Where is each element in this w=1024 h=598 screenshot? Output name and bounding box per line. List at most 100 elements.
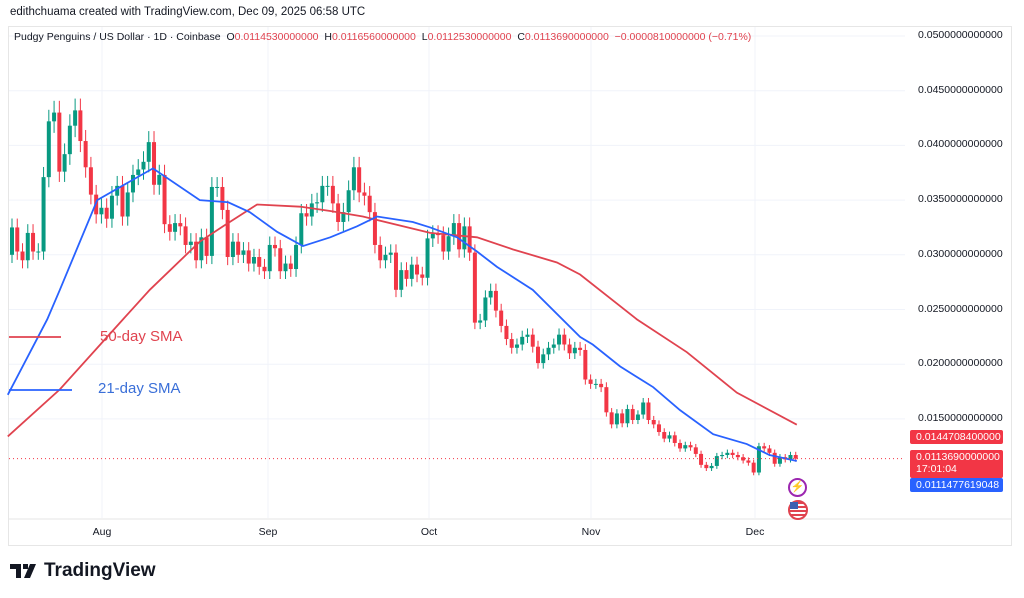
candle-body [393,252,398,290]
candle-body [320,185,325,203]
candle-body [351,167,356,191]
candle-body [688,445,693,448]
candle-body [257,256,262,267]
bar-countdown: 17:01:04 [916,463,957,475]
candle-body [157,174,162,185]
candle-body [220,186,225,210]
candle-body [162,174,167,225]
candle-body [120,185,125,217]
candle-body [294,244,299,270]
candle-body [246,250,251,264]
candle-body [88,167,93,195]
candle-body [604,387,609,413]
candle-body [767,448,772,453]
low-value: 0.0112530000000 [427,31,512,43]
candle-body [178,223,183,227]
open-label: O [226,31,235,43]
candle-body [620,413,625,424]
symbol-name[interactable]: Pudgy Penguins / US Dollar · 1D · Coinba… [14,31,221,43]
candle-body [299,213,304,245]
candle-body [209,186,214,256]
candle-body [709,465,714,469]
candle-body [483,297,488,321]
candle-body [194,241,199,261]
price-tick-label: 0.0300000000000 [918,247,1003,260]
candle-body [467,226,472,253]
candle-body [536,346,540,364]
time-tick-label: Sep [258,526,278,538]
candle-body [367,195,372,213]
candle-body [741,457,746,461]
candle-body [41,177,46,252]
tradingview-logo[interactable]: TradingView [10,560,156,582]
open-value: 0.0114530000000 [234,31,319,43]
candle-body [173,223,178,232]
candle-body [546,347,551,355]
chart-credit: edithchuama created with TradingView.com… [10,6,366,18]
candle-body [325,185,330,187]
candle-body [557,334,562,345]
candle-body [646,402,651,420]
candle-body [330,185,335,204]
high-label: H [324,31,332,43]
candle-body [641,402,646,415]
candle-body [15,227,20,252]
candle-body [530,334,535,347]
candle-body [635,414,640,420]
candle-body [441,235,446,252]
time-tick-label: Oct [420,526,438,538]
candle-body [10,227,14,255]
candle-body [520,336,525,345]
candle-body [225,209,230,257]
candle-body [567,344,572,354]
candle-body [199,237,204,261]
candle-body [446,236,451,252]
candle-body [478,320,483,323]
price-tick-label: 0.0350000000000 [918,193,1003,206]
candle-body [25,232,30,261]
lightning-icon[interactable]: ⚡ [788,478,807,497]
candle-body [472,252,477,323]
candle-body [588,379,593,384]
candle-body [651,419,656,425]
candle-body [83,141,88,168]
candle-body [488,290,493,298]
candle-body [725,452,730,456]
candle-body [409,264,414,279]
candle-body [20,251,25,261]
candle-body [388,252,393,255]
price-tick-label: 0.0400000000000 [918,138,1003,151]
candle-body [146,142,151,162]
candle-body [667,435,672,439]
last-price-tag: 0.0113690000000 17:01:04 [910,450,1003,478]
candle-body [625,409,630,424]
candle-body [273,244,277,249]
candle-body [662,432,667,439]
logo-text: TradingView [44,560,156,581]
candle-body [551,344,556,348]
candle-body [793,455,798,459]
sma50-line [7,203,798,438]
candle-body [693,447,698,454]
candle-body [278,248,283,272]
candle-body [746,460,751,463]
candle-body [630,409,635,420]
candle-body [251,256,256,264]
candle-body [593,383,598,385]
candle-body [130,174,135,193]
candle-body [346,190,351,213]
candle-body [183,226,188,245]
candle-body [420,274,425,278]
sma21-label: 21-day SMA [98,380,181,397]
candle-body [46,121,51,178]
sma50-label: 50-day SMA [100,328,183,345]
us-flag-icon[interactable] [788,500,808,520]
candle-body [509,339,514,348]
candle-body [451,223,456,237]
candle-body [99,207,104,215]
candle-body [462,226,467,250]
candle-body [404,270,409,279]
candle-body [283,263,288,272]
candle-body [188,241,193,245]
